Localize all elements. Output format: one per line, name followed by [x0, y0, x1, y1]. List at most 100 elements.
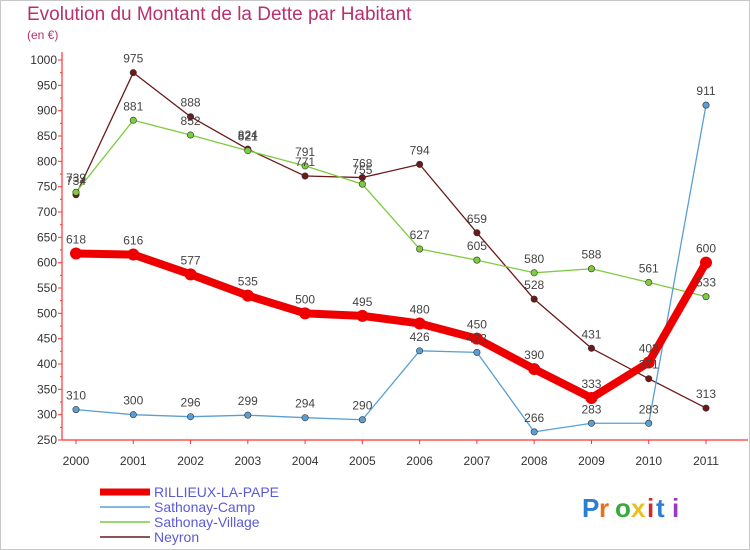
- data-label-rillieux-la-pape: 577: [181, 253, 201, 267]
- y-tick-label: 1000: [30, 53, 57, 67]
- point-rillieux-la-pape: [642, 356, 655, 369]
- series-line-sathonay-village: [75, 119, 707, 298]
- y-tick-label: 450: [37, 332, 57, 346]
- point-rillieux-la-pape: [700, 256, 712, 269]
- point-rillieux-la-pape: [241, 289, 254, 302]
- data-label-neyron: 794: [410, 143, 430, 157]
- legend: RILLIEUX-LA-PAPESathonay-CampSathonay-Vi…: [100, 484, 279, 545]
- x-tick-label: 2008: [521, 454, 548, 468]
- legend-label: Sathonay-Camp: [154, 499, 255, 515]
- x-tick-label: 2007: [464, 454, 491, 468]
- data-label-rillieux-la-pape: 500: [295, 292, 315, 306]
- point-sathonay-village: [473, 256, 481, 264]
- logo-letter: t: [656, 493, 665, 523]
- y-tick-label: 300: [37, 408, 57, 422]
- data-label-sathonay-camp: 299: [238, 394, 258, 408]
- x-tick-label: 2000: [63, 454, 90, 468]
- logo-letter: i: [672, 493, 679, 523]
- point-neyron: [301, 172, 309, 180]
- series-line-rillieux-la-pape: [75, 249, 710, 402]
- data-label-sathonay-camp: 290: [352, 399, 372, 413]
- data-label-sathonay-village: 561: [639, 261, 659, 275]
- y-tick-label: 900: [37, 104, 57, 118]
- x-tick-label: 2009: [578, 454, 605, 468]
- data-label-rillieux-la-pape: 480: [410, 302, 430, 316]
- data-label-rillieux-la-pape: 616: [123, 234, 143, 248]
- data-label-neyron: 371: [639, 358, 659, 372]
- point-sathonay-camp: [702, 101, 710, 109]
- data-label-sathonay-village: 821: [238, 130, 258, 144]
- point-sathonay-village: [530, 269, 538, 277]
- y-tick-label: 800: [37, 154, 57, 168]
- point-neyron: [587, 344, 595, 352]
- y-tick-label: 350: [37, 382, 57, 396]
- point-sathonay-camp: [244, 411, 252, 419]
- point-neyron: [416, 160, 424, 168]
- legend-label: Neyron: [154, 529, 199, 545]
- logo-letter: i: [647, 493, 654, 523]
- data-label-sathonay-camp: 426: [410, 330, 430, 344]
- data-label-neyron: 313: [696, 387, 716, 401]
- x-tick-label: 2003: [234, 454, 261, 468]
- data-label-neyron: 771: [295, 155, 315, 169]
- point-sathonay-camp: [416, 347, 424, 355]
- logo-letter: o: [615, 493, 631, 523]
- point-rillieux-la-pape: [70, 247, 82, 260]
- data-label-neyron: 431: [581, 327, 601, 341]
- point-sathonay-camp: [358, 416, 366, 424]
- series-lines: [70, 69, 712, 436]
- point-sathonay-village: [129, 116, 137, 124]
- point-rillieux-la-pape: [356, 309, 369, 322]
- x-tick-label: 2001: [120, 454, 147, 468]
- x-tick-label: 2006: [406, 454, 433, 468]
- y-tick-label: 550: [37, 281, 57, 295]
- data-label-sathonay-village: 852: [181, 114, 201, 128]
- point-neyron: [702, 404, 710, 412]
- point-sathonay-camp: [530, 428, 538, 436]
- data-label-rillieux-la-pape: 333: [581, 377, 601, 391]
- point-rillieux-la-pape: [127, 248, 140, 261]
- data-label-sathonay-camp: 423: [467, 331, 487, 345]
- data-label-sathonay-camp: 296: [181, 396, 201, 410]
- data-label-sathonay-village: 881: [123, 99, 143, 113]
- data-label-sathonay-camp: 911: [696, 84, 715, 98]
- point-sathonay-camp: [473, 348, 481, 356]
- data-label-sathonay-village: 605: [467, 239, 487, 253]
- data-label-sathonay-camp: 283: [639, 402, 659, 416]
- logo-letter: x: [631, 493, 646, 523]
- point-sathonay-village: [358, 180, 366, 188]
- data-label-neyron: 975: [123, 52, 143, 66]
- point-neyron: [187, 113, 195, 121]
- legend-label: RILLIEUX-LA-PAPE: [154, 484, 279, 500]
- y-tick-label: 650: [37, 230, 57, 244]
- data-label-sathonay-village: 533: [696, 276, 716, 290]
- data-label-sathonay-camp: 266: [524, 411, 544, 425]
- chart-subtitle: (en €): [27, 28, 59, 42]
- point-sathonay-camp: [301, 414, 309, 422]
- data-label-sathonay-camp: 294: [295, 397, 315, 411]
- point-sathonay-camp: [645, 419, 653, 427]
- point-neyron: [530, 295, 538, 303]
- point-sathonay-village: [301, 162, 309, 170]
- data-label-sathonay-village: 755: [352, 163, 372, 177]
- axes: 250 300 350 400 450 500 550 600 650 700 750 800 850 9…: [30, 52, 748, 468]
- point-rillieux-la-pape: [585, 391, 598, 404]
- x-tick-label: 2011: [693, 454, 719, 468]
- point-sathonay-village: [702, 293, 710, 301]
- data-label-sathonay-village: 580: [524, 252, 544, 266]
- point-sathonay-village: [72, 188, 80, 196]
- data-label-rillieux-la-pape: 618: [66, 233, 86, 247]
- series-line-sathonay-camp: [75, 104, 707, 433]
- data-label-sathonay-camp: 300: [123, 394, 143, 408]
- y-tick-label: 500: [37, 306, 57, 320]
- y-tick-label: 700: [37, 205, 57, 219]
- y-tick-label: 950: [37, 78, 57, 92]
- data-label-rillieux-la-pape: 600: [696, 242, 716, 256]
- y-tick-label: 250: [37, 433, 57, 447]
- x-tick-label: 2010: [635, 454, 662, 468]
- data-label-rillieux-la-pape: 495: [352, 295, 372, 309]
- point-rillieux-la-pape: [470, 332, 483, 345]
- point-sathonay-village: [244, 147, 252, 155]
- point-sathonay-camp: [587, 419, 595, 427]
- data-label-neyron: 659: [467, 212, 487, 226]
